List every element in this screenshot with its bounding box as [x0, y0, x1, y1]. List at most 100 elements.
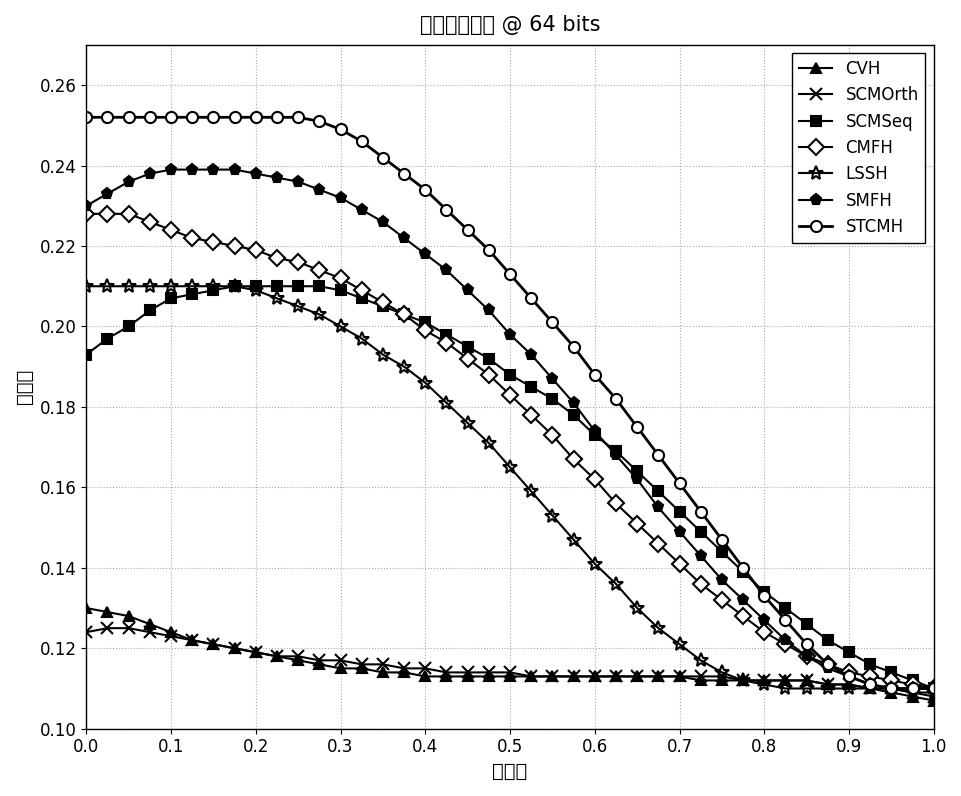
SMFH: [208, 165, 219, 174]
SCMSeq: [843, 647, 854, 657]
STCMH: [144, 112, 156, 122]
SCMOrth: [144, 627, 156, 637]
CMFH: [144, 217, 156, 227]
STCMH: [250, 112, 261, 122]
SCMOrth: [609, 672, 621, 681]
SMFH: [313, 185, 325, 194]
CVH: [461, 672, 473, 681]
LSSH: [822, 684, 833, 693]
CVH: [271, 652, 283, 661]
STCMH: [546, 318, 557, 327]
LSSH: [81, 282, 92, 291]
STCMH: [419, 185, 431, 194]
CMFH: [356, 286, 367, 295]
SMFH: [461, 286, 473, 295]
SMFH: [186, 165, 198, 174]
SCMSeq: [356, 294, 367, 303]
STCMH: [165, 112, 177, 122]
CMFH: [715, 595, 727, 605]
SMFH: [673, 527, 684, 537]
CVH: [715, 676, 727, 685]
Legend: CVH, SCMOrth, SCMSeq, CMFH, LSSH, SMFH, STCMH: CVH, SCMOrth, SCMSeq, CMFH, LSSH, SMFH, …: [792, 53, 924, 243]
SCMSeq: [440, 330, 452, 339]
CMFH: [630, 519, 642, 529]
Line: SMFH: SMFH: [81, 164, 938, 694]
Line: STCMH: STCMH: [81, 111, 938, 694]
SCMSeq: [801, 619, 812, 629]
LSSH: [144, 282, 156, 291]
SCMSeq: [504, 370, 515, 380]
SCMSeq: [81, 350, 92, 360]
CMFH: [546, 431, 557, 440]
STCMH: [356, 137, 367, 146]
CVH: [588, 672, 600, 681]
LSSH: [757, 680, 769, 689]
LSSH: [292, 302, 304, 311]
SCMOrth: [525, 672, 536, 681]
STCMH: [208, 112, 219, 122]
CMFH: [822, 660, 833, 669]
LSSH: [186, 282, 198, 291]
SCMOrth: [927, 692, 939, 701]
CVH: [652, 672, 663, 681]
STCMH: [440, 205, 452, 215]
SCMOrth: [715, 672, 727, 681]
STCMH: [801, 639, 812, 649]
CMFH: [843, 668, 854, 677]
LSSH: [715, 668, 727, 677]
CVH: [906, 692, 918, 701]
SMFH: [546, 374, 557, 384]
SCMOrth: [123, 623, 135, 633]
STCMH: [81, 112, 92, 122]
CMFH: [885, 676, 897, 685]
LSSH: [652, 623, 663, 633]
CVH: [525, 672, 536, 681]
SMFH: [419, 249, 431, 259]
SCMOrth: [102, 623, 113, 633]
CMFH: [588, 474, 600, 484]
LSSH: [864, 684, 875, 693]
STCMH: [843, 672, 854, 681]
SMFH: [123, 177, 135, 186]
CVH: [165, 627, 177, 637]
Line: CVH: CVH: [82, 603, 938, 705]
LSSH: [102, 282, 113, 291]
SCMSeq: [609, 447, 621, 456]
SCMSeq: [144, 306, 156, 315]
Y-axis label: 准确率: 准确率: [15, 369, 34, 404]
CMFH: [504, 390, 515, 400]
LSSH: [609, 579, 621, 589]
CMFH: [398, 310, 409, 319]
CMFH: [525, 410, 536, 419]
SMFH: [630, 474, 642, 484]
CVH: [779, 676, 791, 685]
SCMOrth: [673, 672, 684, 681]
CMFH: [864, 672, 875, 681]
STCMH: [567, 341, 579, 351]
SCMSeq: [715, 547, 727, 556]
CMFH: [440, 338, 452, 347]
SCMSeq: [588, 431, 600, 440]
SCMOrth: [461, 668, 473, 677]
CVH: [81, 603, 92, 613]
CVH: [356, 664, 367, 673]
SCMOrth: [377, 660, 388, 669]
LSSH: [271, 294, 283, 303]
SCMSeq: [250, 282, 261, 291]
CVH: [630, 672, 642, 681]
SMFH: [292, 177, 304, 186]
SCMSeq: [165, 294, 177, 303]
SCMOrth: [906, 688, 918, 697]
LSSH: [906, 688, 918, 697]
LSSH: [843, 684, 854, 693]
STCMH: [652, 451, 663, 460]
SMFH: [356, 205, 367, 215]
SCMSeq: [694, 527, 705, 537]
CVH: [504, 672, 515, 681]
SMFH: [694, 551, 705, 560]
SMFH: [482, 306, 494, 315]
SCMSeq: [779, 603, 791, 613]
SCMOrth: [208, 639, 219, 649]
CVH: [673, 672, 684, 681]
CMFH: [652, 539, 663, 548]
